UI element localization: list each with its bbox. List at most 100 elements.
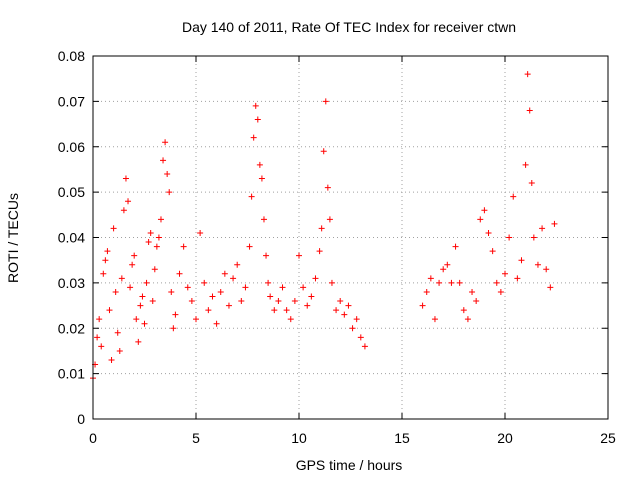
data-point [522, 161, 529, 168]
data-point [234, 261, 241, 268]
data-point [135, 338, 142, 345]
data-point [193, 316, 199, 323]
data-point [452, 243, 459, 250]
data-point [157, 216, 164, 223]
data-point [225, 302, 232, 309]
x-tick-label: 15 [394, 430, 410, 446]
grid-lines [93, 56, 608, 419]
chart-title: Day 140 of 2011, Rate Of TEC Index for r… [182, 19, 516, 35]
data-point [129, 261, 136, 268]
data-point [440, 266, 447, 273]
x-axis-label: GPS time / hours [296, 457, 403, 473]
data-point [238, 298, 245, 305]
data-point [265, 279, 272, 286]
data-point [547, 284, 554, 291]
data-point [300, 284, 307, 291]
data-point [353, 316, 360, 323]
data-point [172, 311, 179, 318]
data-point [155, 234, 162, 241]
data-point [316, 248, 323, 255]
x-tick-label: 20 [497, 430, 513, 446]
data-point [477, 216, 484, 223]
y-tick-label: 0.08 [58, 48, 85, 64]
data-point [469, 288, 476, 295]
data-point [518, 257, 525, 264]
data-point [110, 225, 117, 232]
data-point [333, 307, 340, 314]
data-point [176, 270, 183, 277]
data-point [341, 311, 348, 318]
data-point [242, 284, 249, 291]
data-point [248, 193, 255, 200]
data-point [419, 302, 426, 309]
data-point [510, 193, 517, 200]
data-point [534, 261, 541, 268]
x-tick-label: 0 [89, 430, 97, 446]
y-axis-label: ROTI / TECUs [5, 193, 21, 283]
data-point [460, 307, 467, 314]
data-point [151, 266, 158, 273]
data-point [100, 270, 107, 277]
data-point [328, 279, 335, 286]
data-point [539, 225, 546, 232]
data-point [493, 279, 500, 286]
data-point [275, 298, 282, 305]
x-tick-labels: 0 5 10 15 20 25 [89, 430, 616, 446]
y-tick-label: 0.07 [58, 93, 85, 109]
data-point [139, 293, 146, 300]
data-point [102, 257, 109, 264]
data-point [357, 334, 364, 341]
y-tick-label: 0.03 [58, 275, 85, 291]
data-point [106, 307, 113, 314]
data-point [267, 293, 274, 300]
data-point [96, 316, 103, 323]
data-point [122, 175, 129, 182]
data-point [551, 220, 558, 227]
data-point [201, 279, 208, 286]
data-point [160, 157, 167, 164]
data-point [147, 229, 154, 236]
data-point [456, 279, 463, 286]
data-point [296, 252, 302, 259]
data-point [217, 288, 224, 295]
data-point [320, 148, 327, 155]
data-point [112, 288, 119, 295]
data-point [213, 320, 220, 327]
x-tick-label: 10 [291, 430, 307, 446]
data-point [168, 288, 175, 295]
data-point [153, 243, 160, 250]
data-point [162, 139, 169, 146]
data-point [166, 189, 173, 196]
data-point [337, 298, 344, 305]
data-points [90, 71, 558, 382]
data-point [125, 198, 132, 205]
data-point [104, 248, 111, 255]
data-point [322, 98, 329, 105]
data-point [263, 252, 270, 259]
data-point [431, 316, 438, 323]
data-point [514, 275, 521, 282]
data-point [361, 343, 368, 350]
data-point [291, 298, 298, 305]
data-point [164, 170, 171, 177]
data-point [141, 320, 148, 327]
data-point [543, 266, 550, 273]
data-point [246, 243, 253, 250]
data-point [530, 234, 537, 241]
data-point [205, 307, 212, 314]
data-point [324, 184, 331, 191]
data-point [308, 293, 315, 300]
data-point [250, 134, 257, 141]
y-tick-label: 0 [77, 411, 85, 427]
data-point [143, 279, 150, 286]
y-tick-label: 0.02 [58, 320, 85, 336]
data-point [271, 307, 278, 314]
data-point [180, 243, 187, 250]
data-point [326, 216, 333, 223]
data-point [287, 316, 294, 323]
data-point [448, 279, 455, 286]
data-point [427, 275, 434, 282]
y-tick-label: 0.06 [58, 139, 85, 155]
data-point [184, 284, 191, 291]
data-point [118, 275, 125, 282]
